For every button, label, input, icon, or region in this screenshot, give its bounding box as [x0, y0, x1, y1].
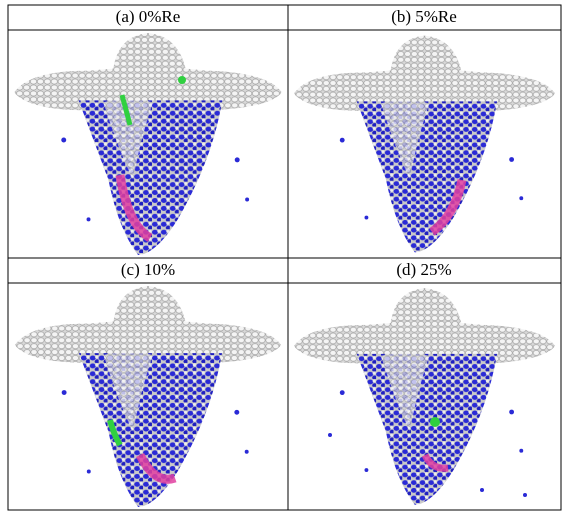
panel-image	[293, 288, 556, 505]
panel-image	[14, 32, 282, 256]
panel-label: (b) 5%Re	[391, 7, 457, 26]
panel-label: (d) 25%	[396, 260, 451, 279]
panel-image	[14, 285, 282, 508]
panel-image	[293, 35, 556, 253]
panel-label: (c) 10%	[121, 260, 175, 279]
panel-label: (a) 0%Re	[116, 7, 181, 26]
